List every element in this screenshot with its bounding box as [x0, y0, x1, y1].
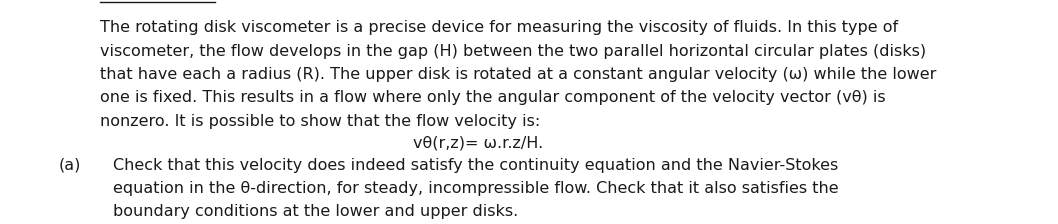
Text: equation in the θ-direction, for steady, incompressible flow. Check that it also: equation in the θ-direction, for steady,… [113, 181, 838, 196]
Text: Check that this velocity does indeed satisfy the continuity equation and the Nav: Check that this velocity does indeed sat… [113, 158, 838, 173]
Text: The rotating disk viscometer is a precise device for measuring the viscosity of : The rotating disk viscometer is a precis… [101, 20, 898, 35]
Text: boundary conditions at the lower and upper disks.: boundary conditions at the lower and upp… [113, 205, 518, 220]
Text: vθ(r,z)= ω.r.z/H.: vθ(r,z)= ω.r.z/H. [413, 135, 543, 150]
Text: nonzero. It is possible to show that the flow velocity is:: nonzero. It is possible to show that the… [101, 114, 541, 129]
Text: viscometer, the flow develops in the gap (H) between the two parallel horizontal: viscometer, the flow develops in the gap… [101, 44, 927, 59]
Text: one is fixed. This results in a flow where only the angular component of the vel: one is fixed. This results in a flow whe… [101, 90, 886, 105]
Text: that have each a radius (R). The upper disk is rotated at a constant angular vel: that have each a radius (R). The upper d… [101, 67, 936, 82]
Text: (a): (a) [59, 158, 81, 173]
